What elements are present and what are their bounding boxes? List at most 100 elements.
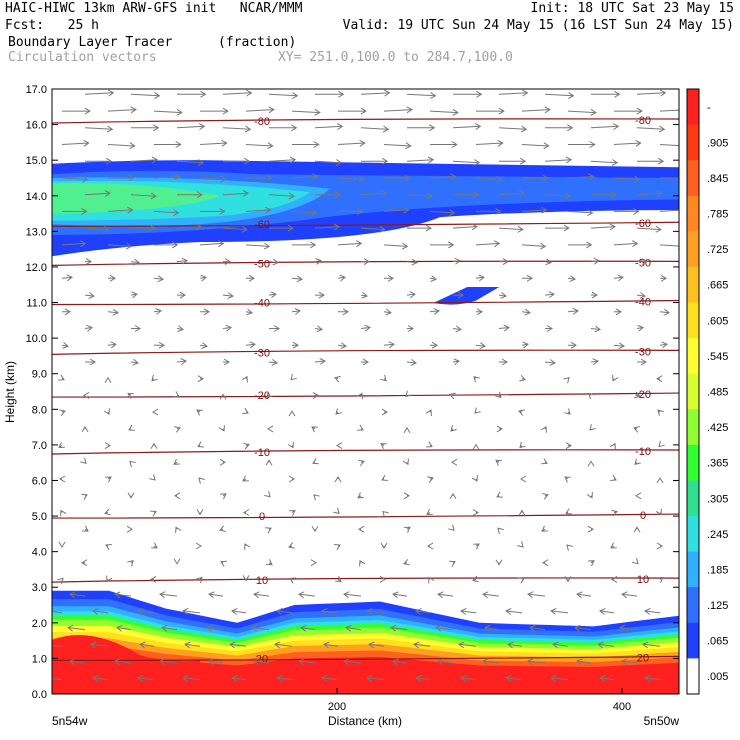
contour-line bbox=[52, 513, 679, 519]
vector-arrow bbox=[130, 291, 138, 299]
vector-arrow bbox=[103, 408, 110, 415]
vector-arrow bbox=[242, 475, 249, 482]
colorbar-label: .125 bbox=[707, 600, 728, 612]
colorbar-label: .485 bbox=[707, 387, 728, 399]
vector-arrow bbox=[127, 492, 135, 499]
vector-arrow bbox=[80, 457, 87, 464]
vector-arrow bbox=[358, 459, 365, 467]
vector-arrow bbox=[154, 341, 165, 349]
vector-arrow bbox=[597, 641, 615, 649]
vector-arrow bbox=[621, 591, 638, 599]
vector-arrow bbox=[130, 192, 157, 200]
vector-arrow bbox=[312, 458, 319, 465]
vector-arrow bbox=[268, 192, 295, 200]
vector-arrow bbox=[242, 407, 249, 415]
vector-arrow bbox=[159, 658, 178, 665]
vector-arrow bbox=[495, 459, 502, 466]
vector-arrow bbox=[405, 390, 412, 398]
vector-arrow bbox=[659, 209, 679, 212]
vector-arrow bbox=[69, 591, 86, 599]
vector-arrow bbox=[343, 658, 362, 665]
vector-arrow bbox=[590, 257, 600, 265]
upper-layer-core bbox=[52, 183, 220, 214]
vector-arrow bbox=[61, 240, 87, 248]
vector-arrow bbox=[451, 458, 458, 466]
colorbar-swatch bbox=[687, 551, 699, 588]
vector-arrow bbox=[57, 577, 64, 585]
vector-arrow bbox=[475, 274, 485, 282]
vector-arrow bbox=[415, 675, 431, 682]
vector-arrow bbox=[269, 325, 280, 332]
vector-arrow bbox=[84, 190, 111, 197]
y-tick-label: 3.0 bbox=[32, 582, 47, 594]
colorbar-swatch bbox=[687, 231, 699, 268]
vector-arrow bbox=[149, 474, 156, 481]
vector-arrow bbox=[429, 209, 456, 217]
vector-arrow bbox=[244, 543, 251, 550]
vector-arrow bbox=[518, 409, 525, 416]
x-axis: 200 400 bbox=[328, 688, 631, 713]
vector-arrow bbox=[517, 541, 524, 548]
vector-arrow bbox=[335, 408, 342, 415]
contour-line bbox=[52, 577, 679, 583]
vector-arrow bbox=[107, 242, 133, 250]
y-tick-label: 12.0 bbox=[26, 262, 47, 274]
vector-arrow bbox=[453, 191, 479, 199]
vector-arrow bbox=[565, 442, 572, 450]
vector-arrow bbox=[360, 125, 390, 133]
vector-arrow bbox=[658, 440, 665, 448]
vector-arrow bbox=[589, 424, 596, 431]
vector-arrow bbox=[219, 458, 226, 466]
vector-arrow bbox=[657, 576, 664, 583]
vector-arrow bbox=[310, 559, 317, 567]
vector-arrow bbox=[656, 542, 663, 550]
vector-arrow bbox=[153, 173, 181, 181]
vector-arrow bbox=[222, 324, 232, 332]
y-tick-label: 9.0 bbox=[32, 369, 47, 381]
vector-arrow bbox=[150, 510, 157, 517]
vector-arrow bbox=[289, 577, 296, 584]
vector-arrow bbox=[338, 308, 349, 316]
vector-arrow bbox=[476, 308, 483, 316]
contour-label: -30 bbox=[254, 347, 270, 359]
vector-arrow bbox=[159, 591, 178, 599]
vector-arrow bbox=[542, 493, 549, 500]
vector-arrow bbox=[116, 624, 132, 632]
vector-arrow bbox=[636, 125, 666, 133]
colorbar-swatch bbox=[687, 622, 699, 659]
vector-arrow bbox=[527, 658, 546, 665]
vector-arrow bbox=[104, 376, 112, 383]
vector-arrow bbox=[196, 576, 203, 584]
vector-arrow bbox=[287, 441, 294, 449]
vector-arrow bbox=[92, 608, 109, 615]
vector-arrow bbox=[474, 407, 481, 414]
vector-arrow bbox=[361, 258, 370, 266]
vector-arrow bbox=[599, 608, 615, 615]
header-valid-time: Valid: 19 UTC Sun 24 May 15 (16 LST Sun … bbox=[342, 18, 734, 33]
vector-arrow bbox=[107, 106, 137, 114]
vector-arrow bbox=[174, 426, 181, 433]
vector-arrow bbox=[568, 341, 577, 349]
vector-arrow bbox=[231, 608, 247, 615]
contour-label: -20 bbox=[254, 390, 270, 402]
vector-arrow bbox=[130, 92, 161, 100]
colorbar-label: .365 bbox=[707, 458, 728, 470]
vector-arrow bbox=[497, 527, 504, 535]
vector-arrow bbox=[357, 424, 364, 431]
vector-arrow bbox=[314, 358, 326, 365]
contour-line bbox=[52, 118, 679, 124]
vector-arrow bbox=[472, 509, 479, 516]
vector-arrow bbox=[496, 491, 503, 498]
y-tick-label: 15.0 bbox=[26, 155, 47, 167]
vector-arrow bbox=[588, 392, 595, 400]
colorbar-swatch bbox=[687, 338, 699, 375]
vector-arrow bbox=[231, 675, 247, 682]
vector-arrow bbox=[407, 325, 414, 332]
vector-arrow bbox=[406, 192, 433, 200]
vector-arrow bbox=[458, 641, 477, 649]
vector-arrow bbox=[452, 159, 481, 166]
vector-arrow bbox=[222, 125, 252, 133]
vector-arrow bbox=[58, 541, 66, 548]
vector-arrow bbox=[429, 275, 437, 282]
vector-arrow bbox=[360, 324, 371, 332]
